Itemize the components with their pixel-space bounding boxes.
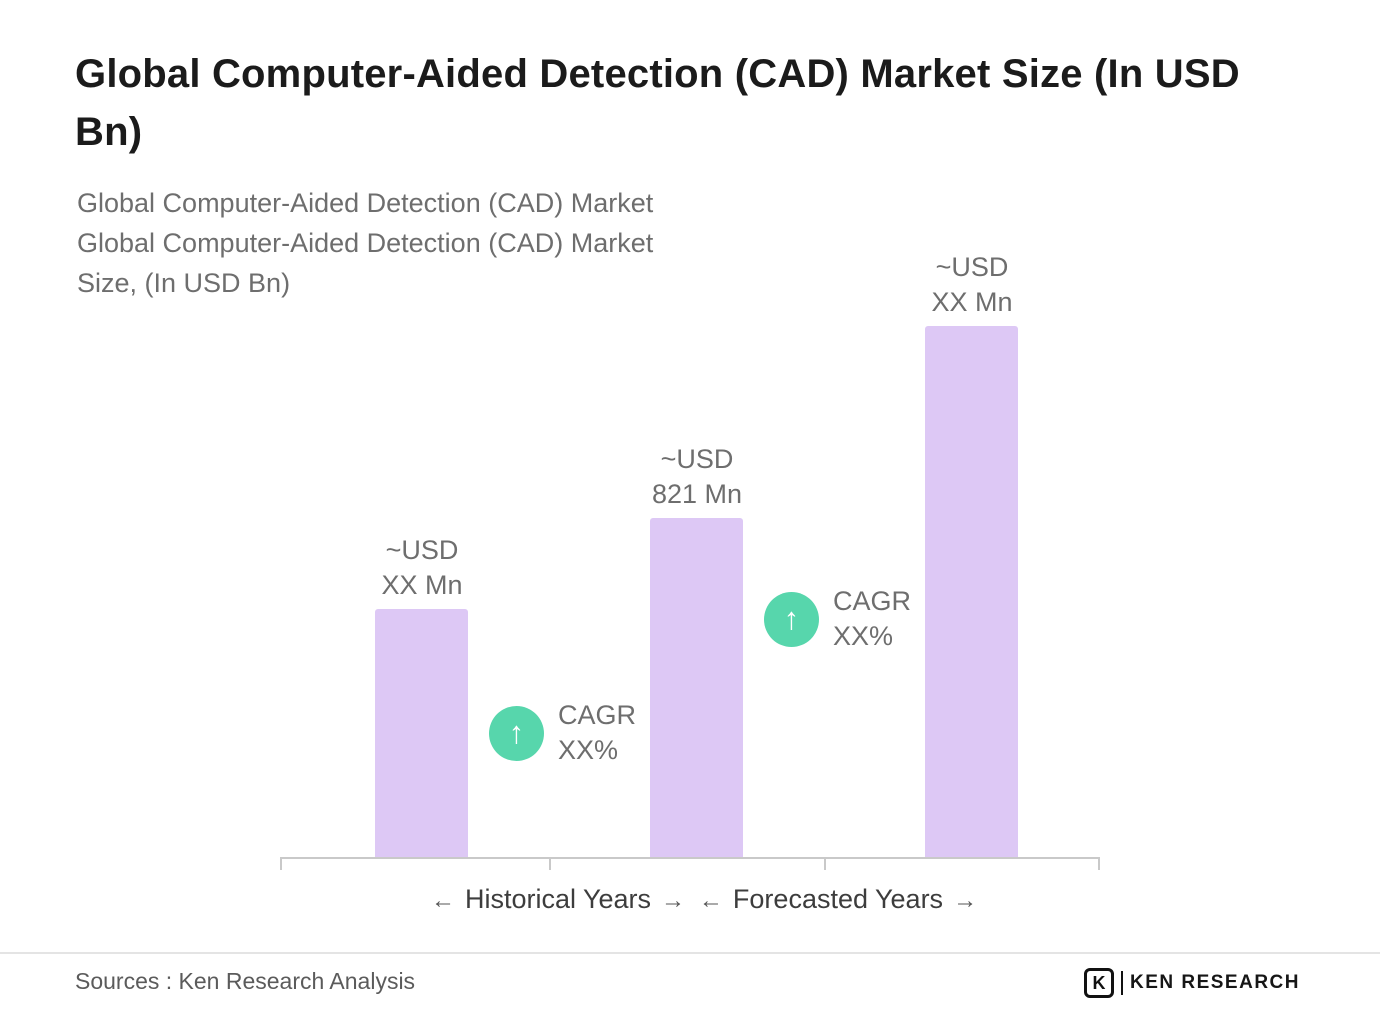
bar-value-label: ~USD XX Mn (872, 250, 1072, 320)
ken-research-logo: K KEN RESEARCH (1083, 968, 1300, 998)
up-arrow-circle-icon: ↑ (764, 591, 819, 647)
cagr-label: CAGR XX% (833, 584, 911, 654)
cagr-label: CAGR XX% (558, 698, 636, 768)
bar-value-label: ~USD XX Mn (322, 533, 522, 603)
axis-group-label: Forecasted Years (732, 884, 944, 914)
axis-group-forecasted-years: ← Forecasted Years → (688, 884, 988, 915)
x-axis-tick (549, 857, 551, 870)
right-arrow-icon: → (953, 886, 978, 914)
cagr-label-line: XX% (833, 621, 894, 651)
x-axis-tick (824, 857, 826, 870)
up-arrow-icon: ↑ (783, 601, 800, 636)
left-arrow-icon: ← (430, 886, 455, 914)
bar-value-line: 821 Mn (651, 479, 743, 509)
cagr-label-line: XX% (558, 735, 619, 765)
bar (375, 609, 468, 858)
sources-text: Sources : Ken Research Analysis (75, 968, 416, 994)
bar-value-line: XX Mn (381, 570, 463, 600)
logo-divider (1120, 971, 1123, 995)
bar-value-line: ~USD (385, 535, 459, 565)
bar-value-label: ~USD 821 Mn (597, 442, 797, 512)
left-arrow-icon: ← (698, 886, 723, 914)
up-arrow-icon: ↑ (508, 715, 525, 750)
cagr-annotation: ↑ CAGR XX% (764, 584, 911, 654)
footer-divider (0, 952, 1380, 954)
ken-research-logo-mark-icon: K (1083, 968, 1114, 998)
x-axis-tick (1098, 857, 1100, 870)
up-arrow-circle-icon: ↑ (489, 705, 544, 761)
bar-value-line: XX Mn (931, 287, 1013, 317)
cagr-label-line: CAGR (558, 700, 637, 730)
page-title: Global Computer-Aided Detection (CAD) Ma… (75, 52, 1240, 154)
ken-research-logo-text: KEN RESEARCH (1129, 972, 1300, 993)
cagr-label-line: CAGR (833, 586, 912, 616)
chart-subtitle: Global Computer-Aided Detection (CAD) Ma… (77, 183, 653, 303)
axis-group-historical-years: ← Historical Years → (408, 884, 708, 915)
subtitle-line: Size, (In USD Bn) (77, 268, 291, 298)
cagr-annotation: ↑ CAGR XX% (489, 698, 636, 768)
axis-group-label: Historical Years (464, 884, 652, 914)
right-arrow-icon: → (661, 886, 686, 914)
bar (650, 518, 743, 858)
bar-value-line: ~USD (935, 252, 1009, 282)
x-axis-tick (280, 857, 282, 870)
bar-value-line: ~USD (660, 444, 734, 474)
subtitle-line: Global Computer-Aided Detection (CAD) Ma… (77, 228, 654, 258)
x-axis-line (280, 857, 1100, 859)
subtitle-line: Global Computer-Aided Detection (CAD) Ma… (77, 188, 654, 218)
bar (925, 326, 1018, 858)
